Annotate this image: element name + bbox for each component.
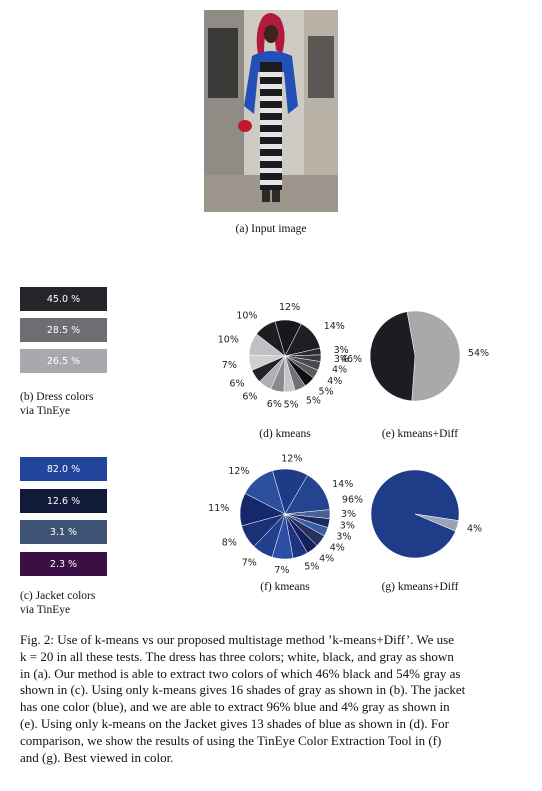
dress-tineye-caption-line2: via TinEye <box>20 405 71 417</box>
caption-line: Fig. 2: Use of k-means vs our proposed m… <box>20 632 455 647</box>
kmeans-diff-dress-caption: (e) kmeans+Diff <box>381 428 459 440</box>
pie-label-f-10: 8% <box>222 538 237 549</box>
pie-label-f-11: 11% <box>208 503 229 514</box>
pie-label-d-11: 6% <box>229 379 244 390</box>
pie-label-f-3: 3% <box>340 520 355 531</box>
figure-caption: Fig. 2: Use of k-means vs our proposed m… <box>20 632 525 766</box>
caption-line: and (g). Best viewed in color. <box>20 749 174 765</box>
pie-label-f-6: 4% <box>319 553 334 564</box>
pie-label-d-14: 10% <box>236 310 257 321</box>
pie-label-d-5: 4% <box>327 376 342 387</box>
pie-label-f-7: 5% <box>304 562 319 573</box>
pie-label-d-6: 5% <box>319 387 334 398</box>
pie-label-g-1: 4% <box>467 524 482 535</box>
pie-label-d-2: 3% <box>334 345 349 356</box>
pie-slice-g-1 <box>414 513 459 532</box>
pie-chart-f: 12%14%3%3%3%4%4%5%7%7%8%11%12% <box>208 453 356 575</box>
pie-label-f-5: 4% <box>330 543 345 554</box>
dress-swatch-black: 45.0 % <box>20 287 107 311</box>
caption-line: in (a). Our method is able to extract tw… <box>20 665 461 681</box>
pie-label-d-10: 6% <box>242 392 257 403</box>
jacket-tineye-caption-line2: via TinEye <box>20 604 71 616</box>
pie-label-d-1: 14% <box>324 321 345 332</box>
pie-label-d-9: 6% <box>267 399 282 410</box>
pie-label-g-0: 96% <box>342 494 363 505</box>
dress-tineye-caption-line1: (b) Dress colors <box>20 391 94 403</box>
jacket-tineye-caption-line1: (c) Jacket colors <box>20 590 96 602</box>
jacket-swatch-blue: 82.0 % <box>20 457 107 481</box>
dress-swatch-light-gray: 26.5 % <box>20 349 107 373</box>
pie-slice-e-0 <box>406 310 461 402</box>
pie-label-f-8: 7% <box>274 565 289 576</box>
pie-label-e-1: 46% <box>341 354 362 365</box>
pie-label-f-0: 12% <box>281 453 302 464</box>
pie-slice-e-1 <box>369 311 416 402</box>
pie-label-d-3: 3% <box>334 354 349 365</box>
pie-chart-e: 54% 46% <box>341 310 489 402</box>
pie-label-f-1: 14% <box>332 479 353 490</box>
dress-swatch-gray: 28.5 % <box>20 318 107 342</box>
pie-slice-f-12 <box>244 470 286 515</box>
jacket-swatch-purple: 2.3 % <box>20 552 107 576</box>
kmeans-dress-caption: (d) kmeans <box>259 428 311 440</box>
kmeans-jacket-caption: (f) kmeans <box>260 581 310 593</box>
caption-line: shown in (c). Using only k-means gives 1… <box>20 682 466 698</box>
pie-label-f-9: 7% <box>242 557 257 568</box>
pie-label-e-0: 54% <box>468 348 489 359</box>
caption-line: has one color (blue), and we are able to… <box>20 699 450 715</box>
pie-label-d-4: 4% <box>332 365 347 376</box>
pie-label-d-13: 10% <box>218 334 239 345</box>
pie-chart-d: 12%14%3%3%4%4%5%5%5%6%6%6%7%10%10% <box>218 302 349 411</box>
pie-label-d-0: 12% <box>279 302 300 313</box>
caption-line: k = 20 in all these tests. The dress has… <box>20 648 454 664</box>
pie-slice-d-14 <box>256 321 286 357</box>
pie-label-d-8: 5% <box>284 400 299 411</box>
caption-line: (e). Using only k-means on the Jacket gi… <box>20 715 449 731</box>
jacket-swatch-slate: 3.1 % <box>20 520 107 544</box>
pie-chart-g: 96% 4% <box>342 469 482 559</box>
kmeans-diff-jacket-caption: (g) kmeans+Diff <box>381 581 459 593</box>
pie-label-f-4: 3% <box>336 531 351 542</box>
input-photo <box>204 10 338 212</box>
pie-label-d-7: 5% <box>306 395 321 406</box>
pie-label-f-12: 12% <box>228 466 249 477</box>
caption-line: comparison, we show the results of using… <box>20 732 442 748</box>
pie-label-d-12: 7% <box>222 360 237 371</box>
jacket-swatch-navy: 12.6 % <box>20 489 107 513</box>
dress-tineye-caption: (b) Dress colors via TinEye <box>20 390 93 418</box>
jacket-tineye-caption: (c) Jacket colors via TinEye <box>20 589 95 617</box>
input-image-caption: (a) Input image <box>235 223 307 235</box>
pie-label-f-2: 3% <box>341 509 356 520</box>
